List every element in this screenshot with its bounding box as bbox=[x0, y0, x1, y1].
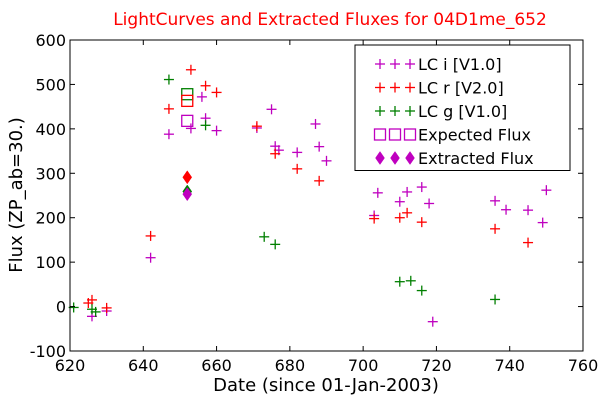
data-point-lc-i-v1-0 bbox=[163, 129, 174, 140]
x-tick-label: 760 bbox=[568, 356, 599, 375]
legend-marker bbox=[373, 128, 387, 141]
data-point-lc-r-v2-0 bbox=[394, 212, 405, 223]
data-point-lc-i-v1-0 bbox=[314, 141, 325, 152]
data-point-lc-r-v2-0 bbox=[211, 87, 222, 98]
data-point-extracted-flux bbox=[182, 170, 193, 185]
data-point-lc-i-v1-0 bbox=[266, 104, 277, 115]
data-point-lc-i-v1-0 bbox=[211, 125, 222, 136]
data-point-lc-r-v2-0 bbox=[490, 223, 501, 234]
data-point-lc-r-v2-0 bbox=[292, 163, 303, 174]
data-point-lc-r-v2-0 bbox=[314, 175, 325, 186]
data-point-lc-g-v1-0 bbox=[259, 231, 270, 242]
legend-marker bbox=[405, 59, 415, 69]
data-point-lc-i-v1-0 bbox=[310, 118, 321, 129]
legend-marker bbox=[390, 106, 400, 116]
x-tick-label: 660 bbox=[201, 356, 232, 375]
legend-label: Extracted Flux bbox=[418, 149, 534, 168]
legend-marker bbox=[388, 128, 402, 141]
data-point-lc-i-v1-0 bbox=[292, 147, 303, 158]
data-point-lc-i-v1-0 bbox=[402, 186, 413, 197]
data-point-lc-i-v1-0 bbox=[145, 252, 156, 263]
y-tick-label: 200 bbox=[35, 209, 66, 228]
data-point-lc-i-v1-0 bbox=[185, 123, 196, 134]
legend-marker bbox=[390, 59, 400, 69]
data-point-lc-r-v2-0 bbox=[86, 294, 97, 305]
plot-frame bbox=[69, 39, 584, 352]
data-point-lc-i-v1-0 bbox=[541, 185, 552, 196]
data-point-lc-i-v1-0 bbox=[321, 155, 332, 166]
data-point-lc-i-v1-0 bbox=[416, 182, 427, 193]
legend-label: Expected Flux bbox=[418, 126, 531, 145]
y-tick-label: 300 bbox=[35, 164, 66, 183]
x-tick-label: 740 bbox=[494, 356, 525, 375]
x-axis-label: Date (since 01-Jan-2003) bbox=[213, 375, 439, 396]
plot-area bbox=[68, 64, 552, 327]
legend-marker bbox=[405, 82, 415, 93]
data-point-lc-r-v2-0 bbox=[185, 64, 196, 75]
data-point-extracted-flux bbox=[182, 187, 193, 202]
data-point-lc-r-v2-0 bbox=[270, 148, 281, 159]
x-tick-label: 680 bbox=[275, 356, 306, 375]
legend-marker bbox=[375, 151, 385, 165]
legend-marker bbox=[375, 82, 385, 93]
y-tick-label: -100 bbox=[30, 342, 66, 361]
data-point-lc-g-v1-0 bbox=[490, 294, 501, 305]
legend-marker bbox=[405, 151, 415, 165]
data-point-lc-r-v2-0 bbox=[369, 213, 380, 224]
data-point-lc-i-v1-0 bbox=[490, 195, 501, 206]
data-point-lc-i-v1-0 bbox=[394, 196, 405, 207]
legend-marker bbox=[375, 106, 385, 116]
data-point-lc-g-v1-0 bbox=[405, 275, 416, 286]
data-point-lc-r-v2-0 bbox=[101, 302, 112, 313]
data-point-lc-i-v1-0 bbox=[372, 187, 383, 198]
data-point-expected-flux bbox=[181, 94, 194, 108]
data-point-lc-r-v2-0 bbox=[523, 237, 534, 248]
data-point-lc-r-v2-0 bbox=[402, 207, 413, 218]
data-point-expected-flux bbox=[181, 114, 194, 128]
legend-marker bbox=[390, 151, 400, 165]
data-point-lc-i-v1-0 bbox=[427, 316, 438, 327]
x-tick-label: 640 bbox=[128, 356, 159, 375]
y-tick-label: 100 bbox=[35, 253, 66, 272]
legend-label: LC r [V2.0] bbox=[418, 79, 504, 98]
legend-box bbox=[354, 44, 571, 171]
data-point-lc-r-v2-0 bbox=[145, 230, 156, 241]
data-point-lc-i-v1-0 bbox=[537, 217, 548, 228]
data-point-lc-g-v1-0 bbox=[200, 120, 211, 131]
data-point-lc-i-v1-0 bbox=[424, 198, 435, 209]
legend: LC i [V1.0] LC r [V2.0] LC g [V1.0] Expecte… bbox=[354, 44, 571, 171]
legend-label: LC i [V1.0] bbox=[418, 55, 502, 74]
data-point-lc-g-v1-0 bbox=[90, 306, 101, 317]
y-axis-label: Flux (ZP_ab=30.) bbox=[6, 117, 27, 273]
axis-ticks: 620 640 660 680 700 720 740 760 -100 0 100 200 300 40… bbox=[30, 31, 599, 375]
data-point-lc-g-v1-0 bbox=[394, 276, 405, 287]
data-point-lc-r-v2-0 bbox=[163, 103, 174, 114]
y-tick-label: 500 bbox=[35, 75, 66, 94]
data-point-lc-g-v1-0 bbox=[416, 285, 427, 296]
data-point-lc-g-v1-0 bbox=[163, 74, 174, 85]
data-point-lc-g-v1-0 bbox=[270, 239, 281, 250]
y-tick-label: 600 bbox=[35, 31, 66, 50]
data-point-lc-i-v1-0 bbox=[501, 204, 512, 215]
x-tick-label: 700 bbox=[348, 356, 379, 375]
x-tick-label: 720 bbox=[421, 356, 452, 375]
legend-label: LC g [V1.0] bbox=[418, 102, 507, 121]
legend-marker bbox=[405, 106, 415, 116]
data-point-expected-flux bbox=[181, 88, 194, 101]
chart-title: LightCurves and Extracted Fluxes for 04D… bbox=[113, 10, 547, 30]
y-tick-label: 400 bbox=[35, 120, 66, 139]
legend-marker bbox=[403, 128, 417, 141]
y-tick-label: 0 bbox=[56, 298, 66, 317]
legend-marker bbox=[390, 82, 400, 93]
data-point-lc-i-v1-0 bbox=[523, 205, 534, 216]
x-tick-label: 620 bbox=[55, 356, 86, 375]
data-point-lc-r-v2-0 bbox=[200, 80, 211, 91]
data-point-lc-r-v2-0 bbox=[251, 121, 262, 132]
data-point-lc-i-v1-0 bbox=[196, 91, 207, 102]
data-point-lc-r-v2-0 bbox=[416, 217, 427, 228]
legend-marker bbox=[375, 59, 385, 69]
